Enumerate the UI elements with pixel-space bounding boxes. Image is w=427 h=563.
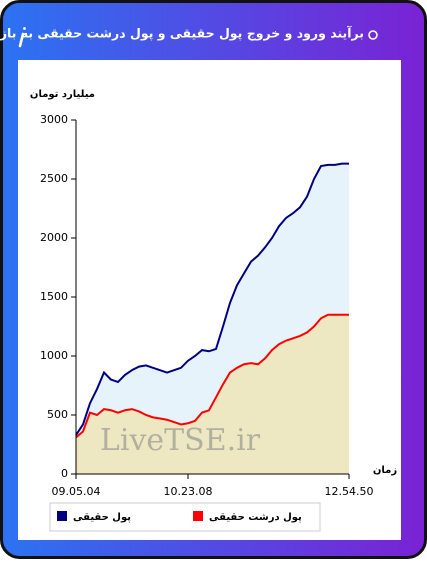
y-tick-label: 500	[47, 408, 68, 421]
y-tick-label: 3000	[40, 113, 68, 126]
x-tick-label: 12.54.50	[325, 485, 374, 498]
legend	[49, 502, 321, 532]
x-tick-label: 10.23.08	[164, 485, 213, 498]
area	[76, 314, 349, 474]
legend-label: پول حقیقی	[73, 512, 131, 523]
line	[75, 313, 349, 439]
y-axis-label: میلیارد تومان	[30, 89, 95, 100]
watermark: LiveTSE.ir	[100, 423, 261, 458]
line	[75, 162, 349, 436]
link-icon[interactable]	[368, 30, 378, 40]
y-tick-label: 2500	[40, 172, 68, 185]
title: برآیند ورود و خروج پول حقیقی و پول درشت …	[0, 26, 364, 41]
y-tick-label: 1000	[40, 349, 68, 362]
legend-swatch	[57, 511, 67, 521]
legend-label: پول درشت حقیقی	[209, 512, 302, 523]
info-icon[interactable]	[18, 27, 26, 48]
y-tick-label: 1500	[40, 290, 68, 303]
x-axis-label: زمان	[373, 465, 397, 476]
y-tick-label: 2000	[40, 231, 68, 244]
legend-swatch	[193, 511, 203, 521]
y-tick-label: 0	[61, 467, 68, 480]
x-tick-label: 09.05.04	[52, 485, 101, 498]
